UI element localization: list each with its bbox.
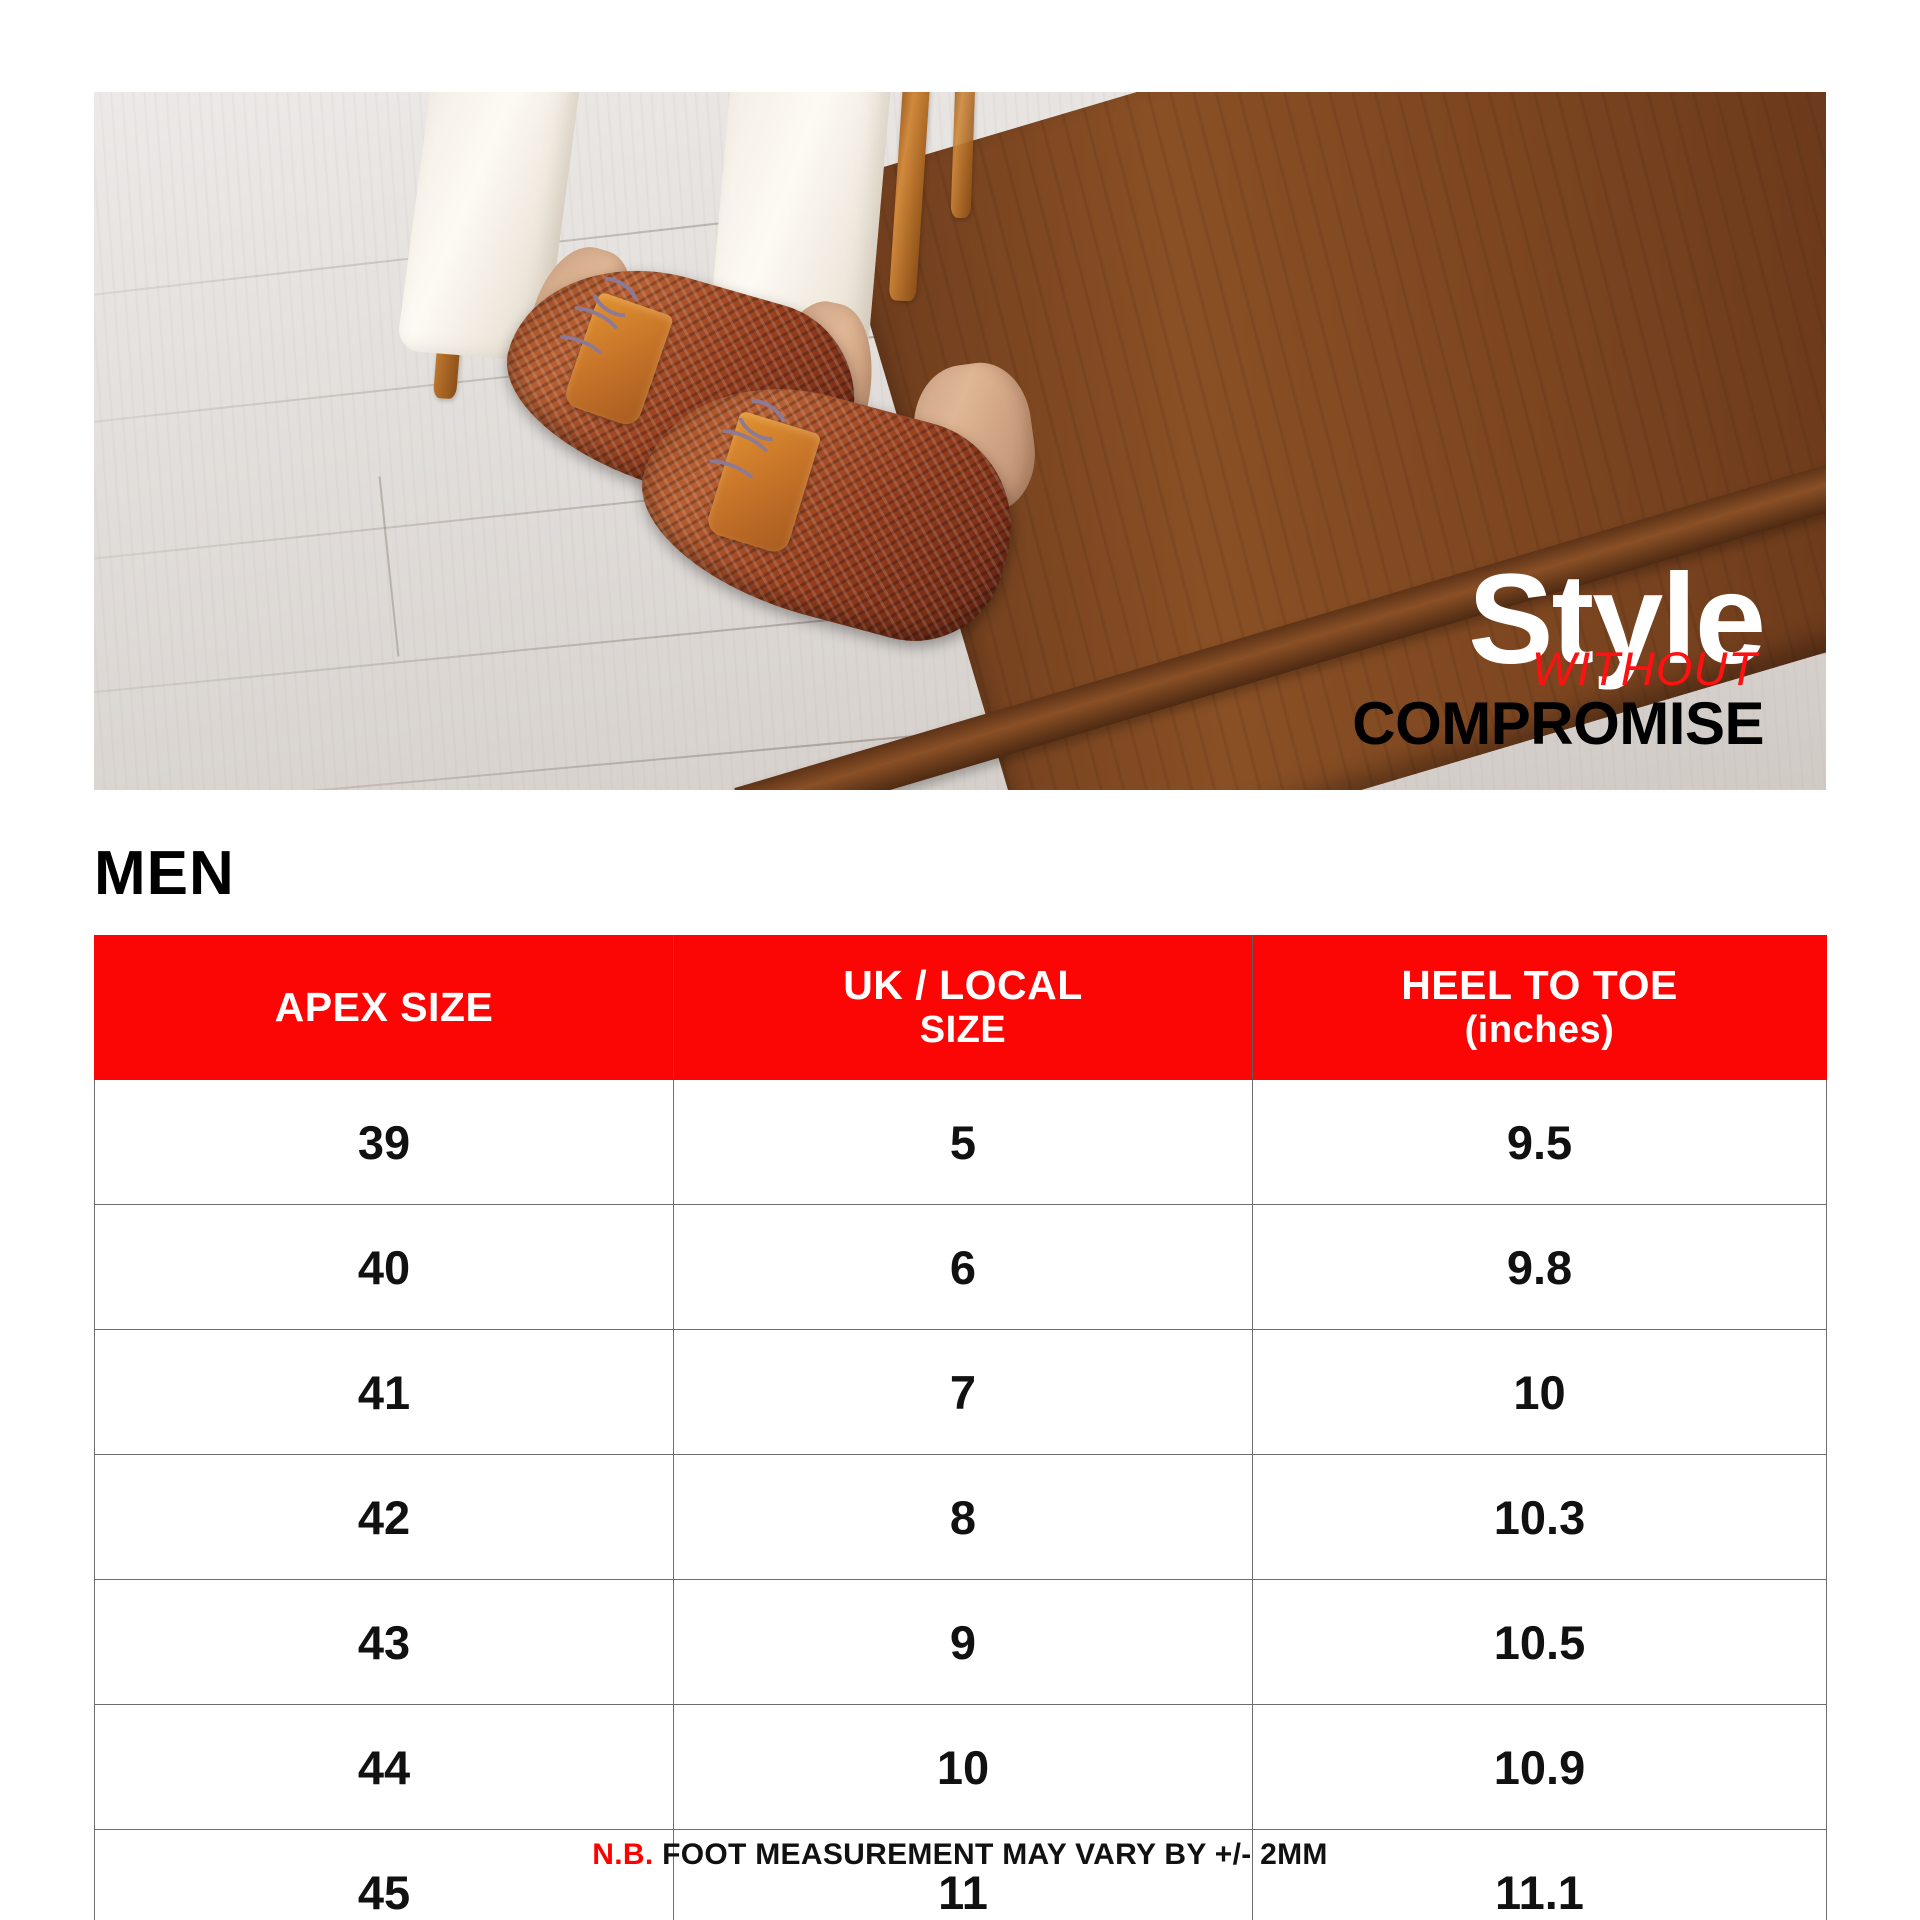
cell-heel-to-toe: 10.9 <box>1252 1704 1827 1830</box>
lifestyle-photo <box>94 92 1826 790</box>
cell-heel-to-toe: 10.3 <box>1252 1454 1827 1580</box>
table-row: 44 10 10.9 <box>94 1704 1827 1830</box>
cell-uk-size: 6 <box>673 1204 1253 1330</box>
table-row: 42 8 10.3 <box>94 1454 1827 1580</box>
size-chart-table: APEX SIZE UK / LOCAL SIZE HEEL TO TOE (i… <box>94 935 1827 1920</box>
section-title-men: MEN <box>94 839 235 908</box>
header-main: UK / LOCAL <box>843 962 1083 1009</box>
cell-uk-size: 9 <box>673 1579 1253 1705</box>
cell-uk-size: 8 <box>673 1454 1253 1580</box>
cell-heel-to-toe: 10.5 <box>1252 1579 1827 1705</box>
column-header-heel-to-toe: HEEL TO TOE (inches) <box>1252 935 1827 1080</box>
cell-uk-size: 7 <box>673 1329 1253 1455</box>
tagline-without: WITHOUT <box>1531 642 1758 695</box>
cell-heel-to-toe: 9.5 <box>1252 1079 1827 1205</box>
brand-tagline: Style WITHOUT COMPROMISE <box>1352 548 1766 757</box>
hero-banner: Style WITHOUT COMPROMISE <box>94 92 1826 790</box>
table-row: 41 7 10 <box>94 1329 1827 1455</box>
table-row: 45 11 11.1 <box>94 1829 1827 1920</box>
footnote-nb-label: N.B. <box>592 1838 654 1871</box>
cell-apex-size: 40 <box>94 1204 674 1330</box>
cell-apex-size: 41 <box>94 1329 674 1455</box>
tagline-style: Style <box>1468 548 1766 692</box>
column-header-uk-local-size: UK / LOCAL SIZE <box>673 935 1253 1080</box>
cell-uk-size: 11 <box>673 1829 1253 1920</box>
header-sub: (inches) <box>1464 1009 1615 1052</box>
cell-uk-size: 10 <box>673 1704 1253 1830</box>
cell-heel-to-toe: 11.1 <box>1252 1829 1827 1920</box>
table-body: 39 5 9.5 40 6 9.8 41 7 10 42 8 10.3 43 9 <box>94 1079 1827 1920</box>
table-row: 40 6 9.8 <box>94 1204 1827 1330</box>
footnote-text: FOOT MEASUREMENT MAY VARY BY +/- 2MM <box>653 1838 1328 1871</box>
cell-apex-size: 42 <box>94 1454 674 1580</box>
cell-heel-to-toe: 9.8 <box>1252 1204 1827 1330</box>
cell-apex-size: 45 <box>94 1829 674 1920</box>
table-row: 39 5 9.5 <box>94 1079 1827 1205</box>
header-sub: SIZE <box>919 1009 1007 1052</box>
header-main: HEEL TO TOE <box>1401 962 1678 1009</box>
table-row: 43 9 10.5 <box>94 1579 1827 1705</box>
cell-apex-size: 44 <box>94 1704 674 1830</box>
cell-heel-to-toe: 10 <box>1252 1329 1827 1455</box>
header-main: APEX SIZE <box>274 983 494 1030</box>
cell-apex-size: 43 <box>94 1579 674 1705</box>
footnote: N.B. FOOT MEASUREMENT MAY VARY BY +/- 2M… <box>0 1838 1920 1872</box>
header-row: APEX SIZE UK / LOCAL SIZE HEEL TO TOE (i… <box>94 935 1827 1080</box>
column-header-apex-size: APEX SIZE <box>94 935 674 1080</box>
tagline-compromise: COMPROMISE <box>1352 690 1764 757</box>
cell-apex-size: 39 <box>94 1079 674 1205</box>
cell-uk-size: 5 <box>673 1079 1253 1205</box>
table-header: APEX SIZE UK / LOCAL SIZE HEEL TO TOE (i… <box>94 935 1827 1080</box>
